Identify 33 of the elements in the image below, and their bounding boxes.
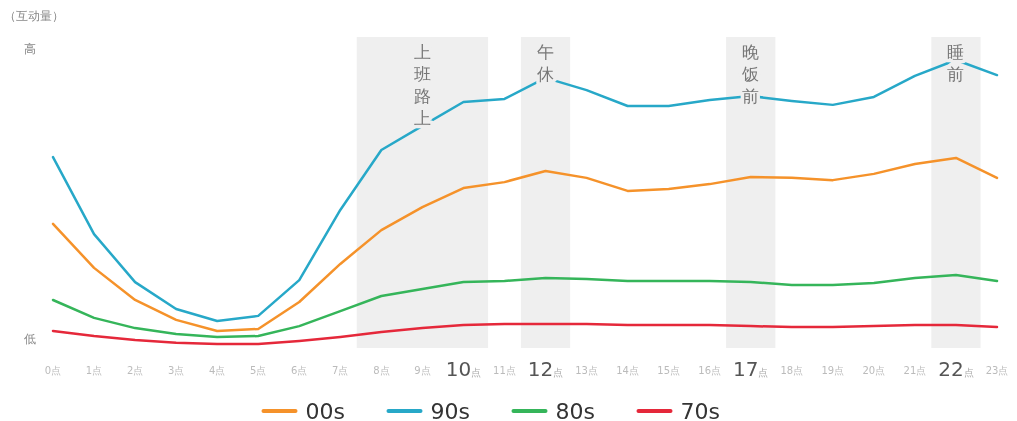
text: 高 — [24, 42, 36, 56]
x-tick-label: 5点 — [250, 365, 267, 376]
x-tick-label: 14点 — [616, 365, 639, 376]
x-tick-label: 15点 — [657, 365, 681, 376]
x-tick-label: 7点 — [332, 365, 349, 376]
x-tick-label: 20点 — [862, 365, 886, 376]
x-tick-label: 9点 — [414, 365, 431, 376]
band-label: 上班路上 — [413, 42, 431, 128]
x-tick-label: 18点 — [780, 365, 804, 376]
x-tick-label: 13点 — [575, 365, 598, 376]
x-tick-label: 4点 — [208, 365, 226, 376]
y-axis-title: （互动量） — [4, 9, 64, 23]
x-tick-label: 19点 — [821, 365, 845, 376]
x-tick-label: 22点 — [938, 357, 974, 381]
x-tick-label: 12点 — [527, 357, 564, 381]
band-label: 睡前 — [947, 42, 965, 84]
x-tick-label: 2点 — [126, 365, 144, 376]
x-tick-label: 10点 — [445, 357, 482, 381]
x-tick-label: 11点 — [493, 365, 516, 376]
x-tick-label: 8点 — [373, 365, 390, 376]
legend-label: 70s — [680, 399, 720, 421]
x-tick-label: 17点 — [733, 357, 769, 381]
annotation: 低 — [24, 332, 36, 346]
x-tick-label: 0点 — [44, 365, 62, 376]
x-tick-label: 21点 — [903, 365, 927, 376]
x-tick-label: 3点 — [167, 365, 185, 376]
legend-label: 00s — [305, 399, 345, 421]
x-tick-label: 16点 — [698, 365, 722, 376]
legend-label: 80s — [555, 399, 595, 421]
x-tick-label: 23点 — [985, 365, 1009, 376]
x-tick-label: 1点 — [85, 365, 103, 376]
x-tick-label: 6点 — [291, 365, 308, 376]
legend-label: 90s — [430, 399, 470, 421]
